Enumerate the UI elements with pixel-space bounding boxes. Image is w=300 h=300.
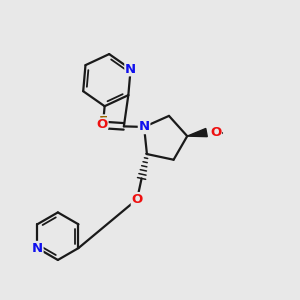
Text: N: N (125, 63, 136, 76)
Polygon shape (187, 128, 207, 137)
Text: N: N (32, 242, 43, 255)
Text: O: O (131, 193, 143, 206)
Text: N: N (139, 121, 150, 134)
Text: F: F (99, 115, 108, 128)
Text: O: O (210, 126, 221, 139)
Text: O: O (96, 118, 107, 131)
